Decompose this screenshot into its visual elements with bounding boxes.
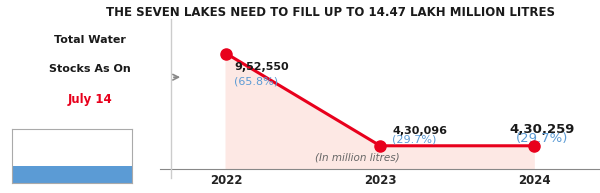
Text: Total Water: Total Water — [54, 35, 126, 45]
Text: 2024: 2024 — [518, 174, 550, 187]
Text: 4,30,259: 4,30,259 — [509, 123, 574, 136]
Text: (In million litres): (In million litres) — [315, 152, 400, 163]
Text: THE SEVEN LAKES NEED TO FILL UP TO 14.47 LAKH MILLION LITRES: THE SEVEN LAKES NEED TO FILL UP TO 14.47… — [106, 6, 554, 19]
Text: Stocks As On: Stocks As On — [49, 64, 131, 74]
Text: (29.7%): (29.7%) — [392, 135, 437, 145]
Text: (65.8%): (65.8%) — [234, 76, 278, 86]
Bar — [12, 166, 132, 183]
Polygon shape — [226, 53, 534, 169]
Text: 9,52,550: 9,52,550 — [234, 62, 289, 72]
Text: 4,30,096: 4,30,096 — [392, 126, 448, 136]
Text: 2022: 2022 — [210, 174, 242, 187]
Text: (29.7%): (29.7%) — [515, 132, 568, 145]
Text: 2023: 2023 — [364, 174, 397, 187]
Text: July 14: July 14 — [68, 93, 112, 106]
